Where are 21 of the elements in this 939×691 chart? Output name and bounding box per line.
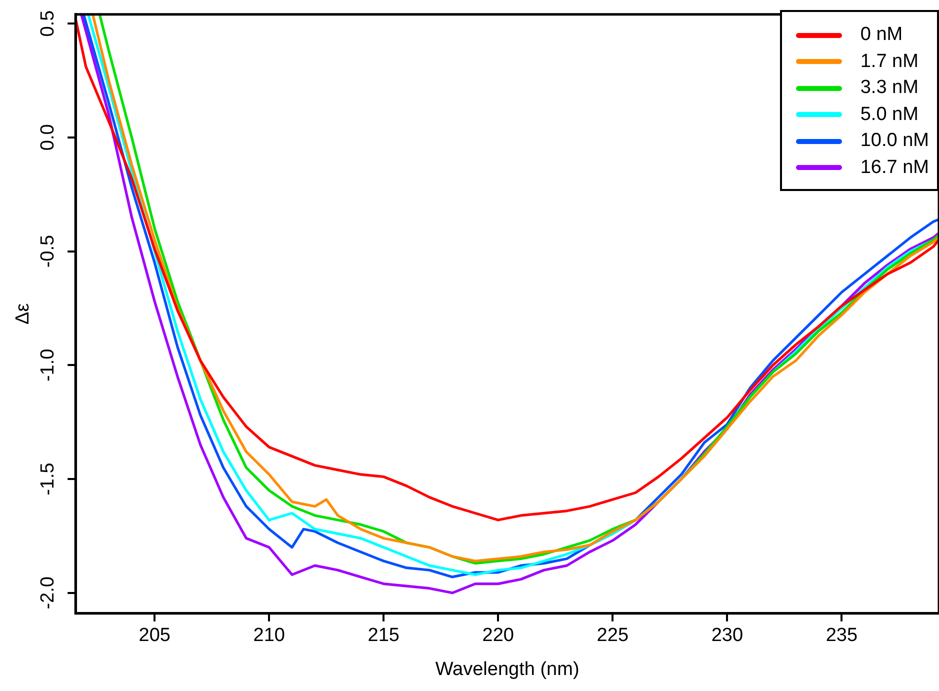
y-tick-label: -1.5 <box>37 462 58 496</box>
x-tick-label: 225 <box>596 625 628 646</box>
legend-label: 10.0 nM <box>860 129 929 153</box>
x-tick-label: 220 <box>482 625 514 646</box>
x-tick-label: 205 <box>138 625 170 646</box>
y-tick-label: -0.5 <box>37 234 58 268</box>
y-tick-label: 0.5 <box>37 10 58 37</box>
x-tick-label: 210 <box>253 625 285 646</box>
y-axis-title: Δε <box>12 302 34 324</box>
x-tick-label: 235 <box>826 625 858 646</box>
legend-label: 16.7 nM <box>860 156 929 180</box>
y-tick-label: -1.0 <box>37 348 58 382</box>
x-tick-label: 230 <box>711 625 744 646</box>
x-tick-label: 215 <box>368 625 400 646</box>
legend-label: 1.7 nM <box>860 50 918 74</box>
x-axis-title: Wavelength (nm) <box>435 658 580 680</box>
y-tick-label: 0.0 <box>37 124 58 151</box>
legend-label: 0 nM <box>860 23 903 47</box>
y-tick-label: -2.0 <box>37 576 58 610</box>
legend-label: 3.3 nM <box>860 76 918 100</box>
legend-label: 5.0 nM <box>860 102 918 126</box>
